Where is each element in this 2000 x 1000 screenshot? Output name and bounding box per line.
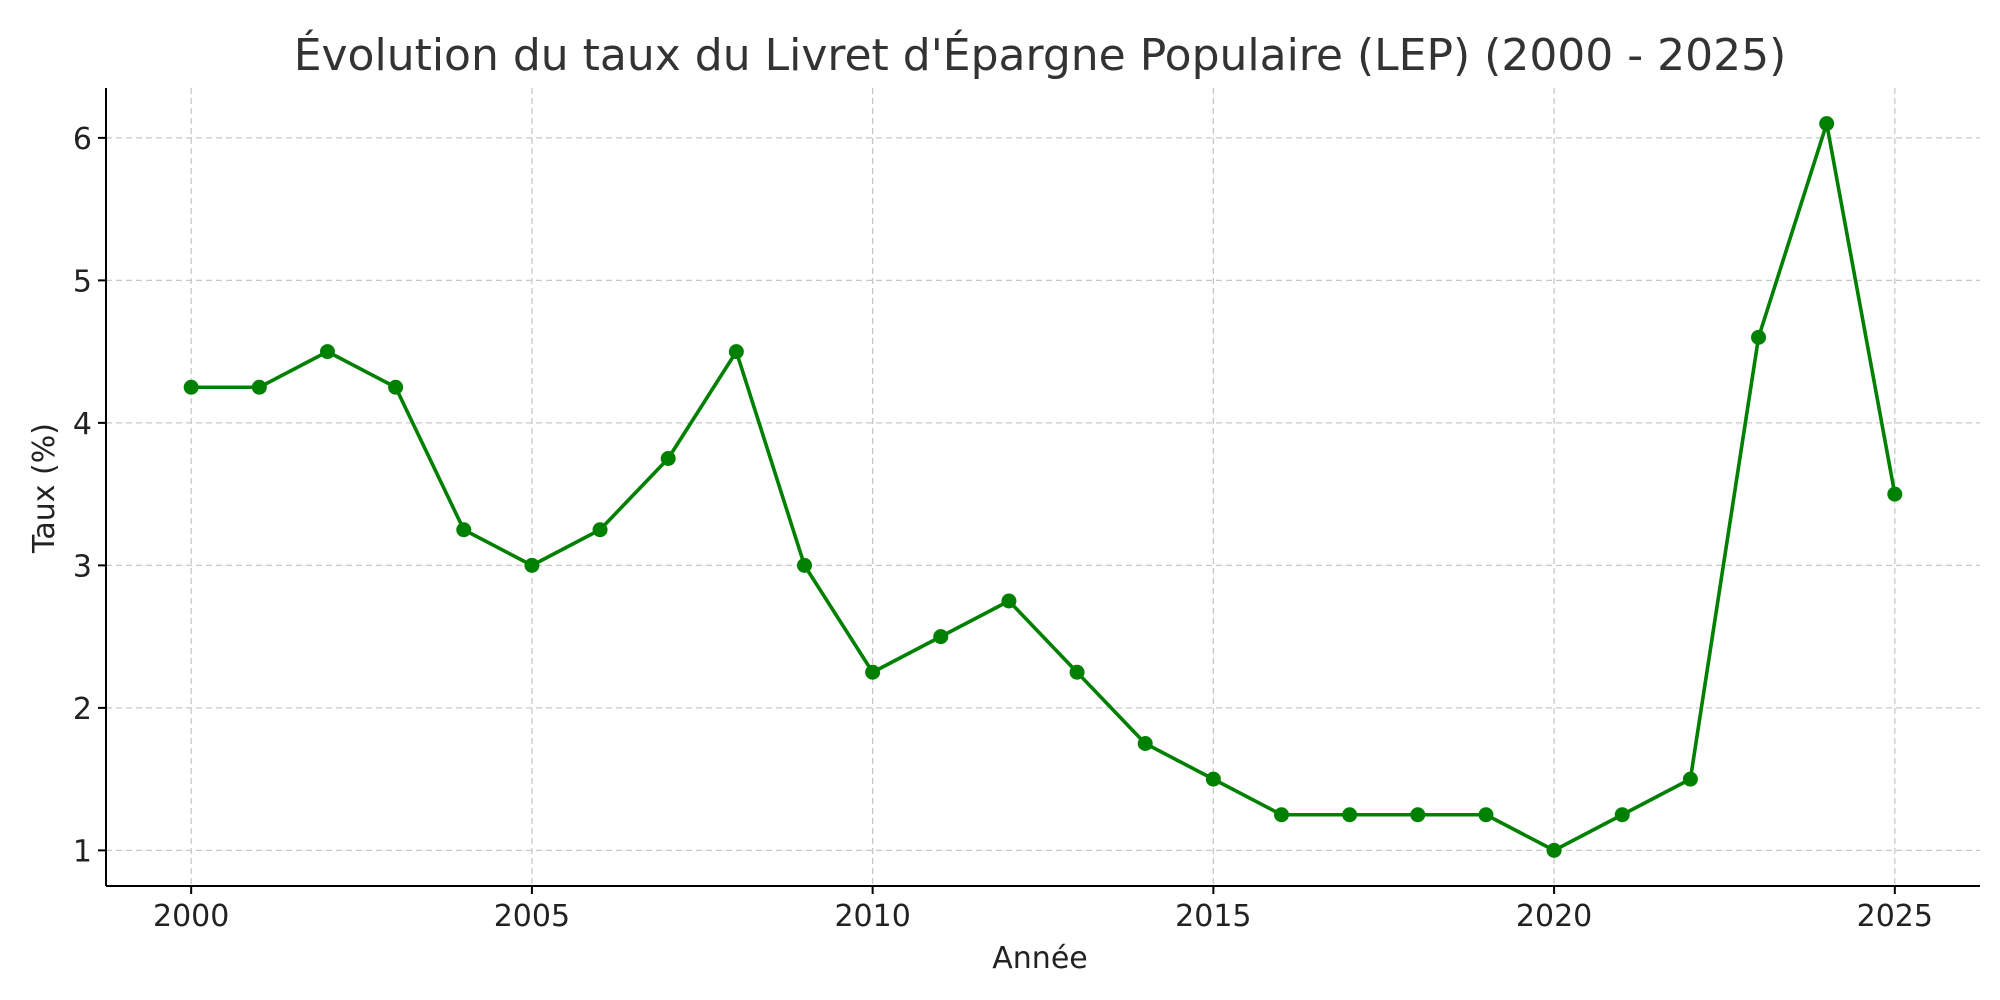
axes xyxy=(98,88,1980,894)
grid-lines xyxy=(106,88,1980,886)
data-point xyxy=(933,629,949,645)
data-point xyxy=(1137,736,1153,751)
y-tick-label: 6 xyxy=(73,122,92,157)
data-point xyxy=(251,379,267,395)
x-tick-label: 2000 xyxy=(153,899,229,934)
y-tick-label: 1 xyxy=(73,834,92,869)
data-point xyxy=(865,664,881,680)
x-axis-label: Année xyxy=(992,941,1087,976)
data-point xyxy=(456,522,472,538)
data-point xyxy=(1410,807,1426,823)
x-tick-label: 2010 xyxy=(834,899,910,934)
data-point xyxy=(1614,807,1630,823)
data-point xyxy=(660,451,676,466)
x-tick-label: 2020 xyxy=(1516,899,1592,934)
x-tick-label: 2005 xyxy=(494,899,570,934)
data-point xyxy=(796,557,812,573)
data-point xyxy=(1069,664,1085,680)
data-point xyxy=(1546,842,1562,858)
data-point xyxy=(1205,771,1221,787)
data-point xyxy=(1274,807,1290,823)
data-point xyxy=(1342,807,1358,823)
tick-labels: 2000 2005 2010 2015 2020 2025 1 2 3 4 5 6 xyxy=(73,122,1933,934)
data-point xyxy=(1682,771,1698,787)
data-point xyxy=(388,379,404,395)
data-point xyxy=(728,344,744,360)
data-point xyxy=(1819,116,1835,132)
data-point xyxy=(1478,807,1494,823)
y-tick-label: 2 xyxy=(73,692,92,727)
data-point xyxy=(319,344,335,360)
data-point xyxy=(1751,329,1767,345)
y-axis-label: Taux (%) xyxy=(27,423,62,554)
x-tick-label: 2025 xyxy=(1857,899,1933,934)
y-tick-label: 5 xyxy=(73,264,92,299)
series-layer xyxy=(183,116,1903,858)
chart-title: Évolution du taux du Livret d'Épargne Po… xyxy=(294,28,1787,81)
data-point xyxy=(183,379,199,395)
data-point xyxy=(524,557,540,573)
series-line xyxy=(189,121,1897,853)
data-point xyxy=(1001,593,1017,609)
y-tick-label: 4 xyxy=(73,407,92,442)
x-tick-label: 2015 xyxy=(1175,899,1251,934)
y-tick-label: 3 xyxy=(73,549,92,584)
data-point xyxy=(1887,486,1903,502)
data-point xyxy=(592,522,608,538)
